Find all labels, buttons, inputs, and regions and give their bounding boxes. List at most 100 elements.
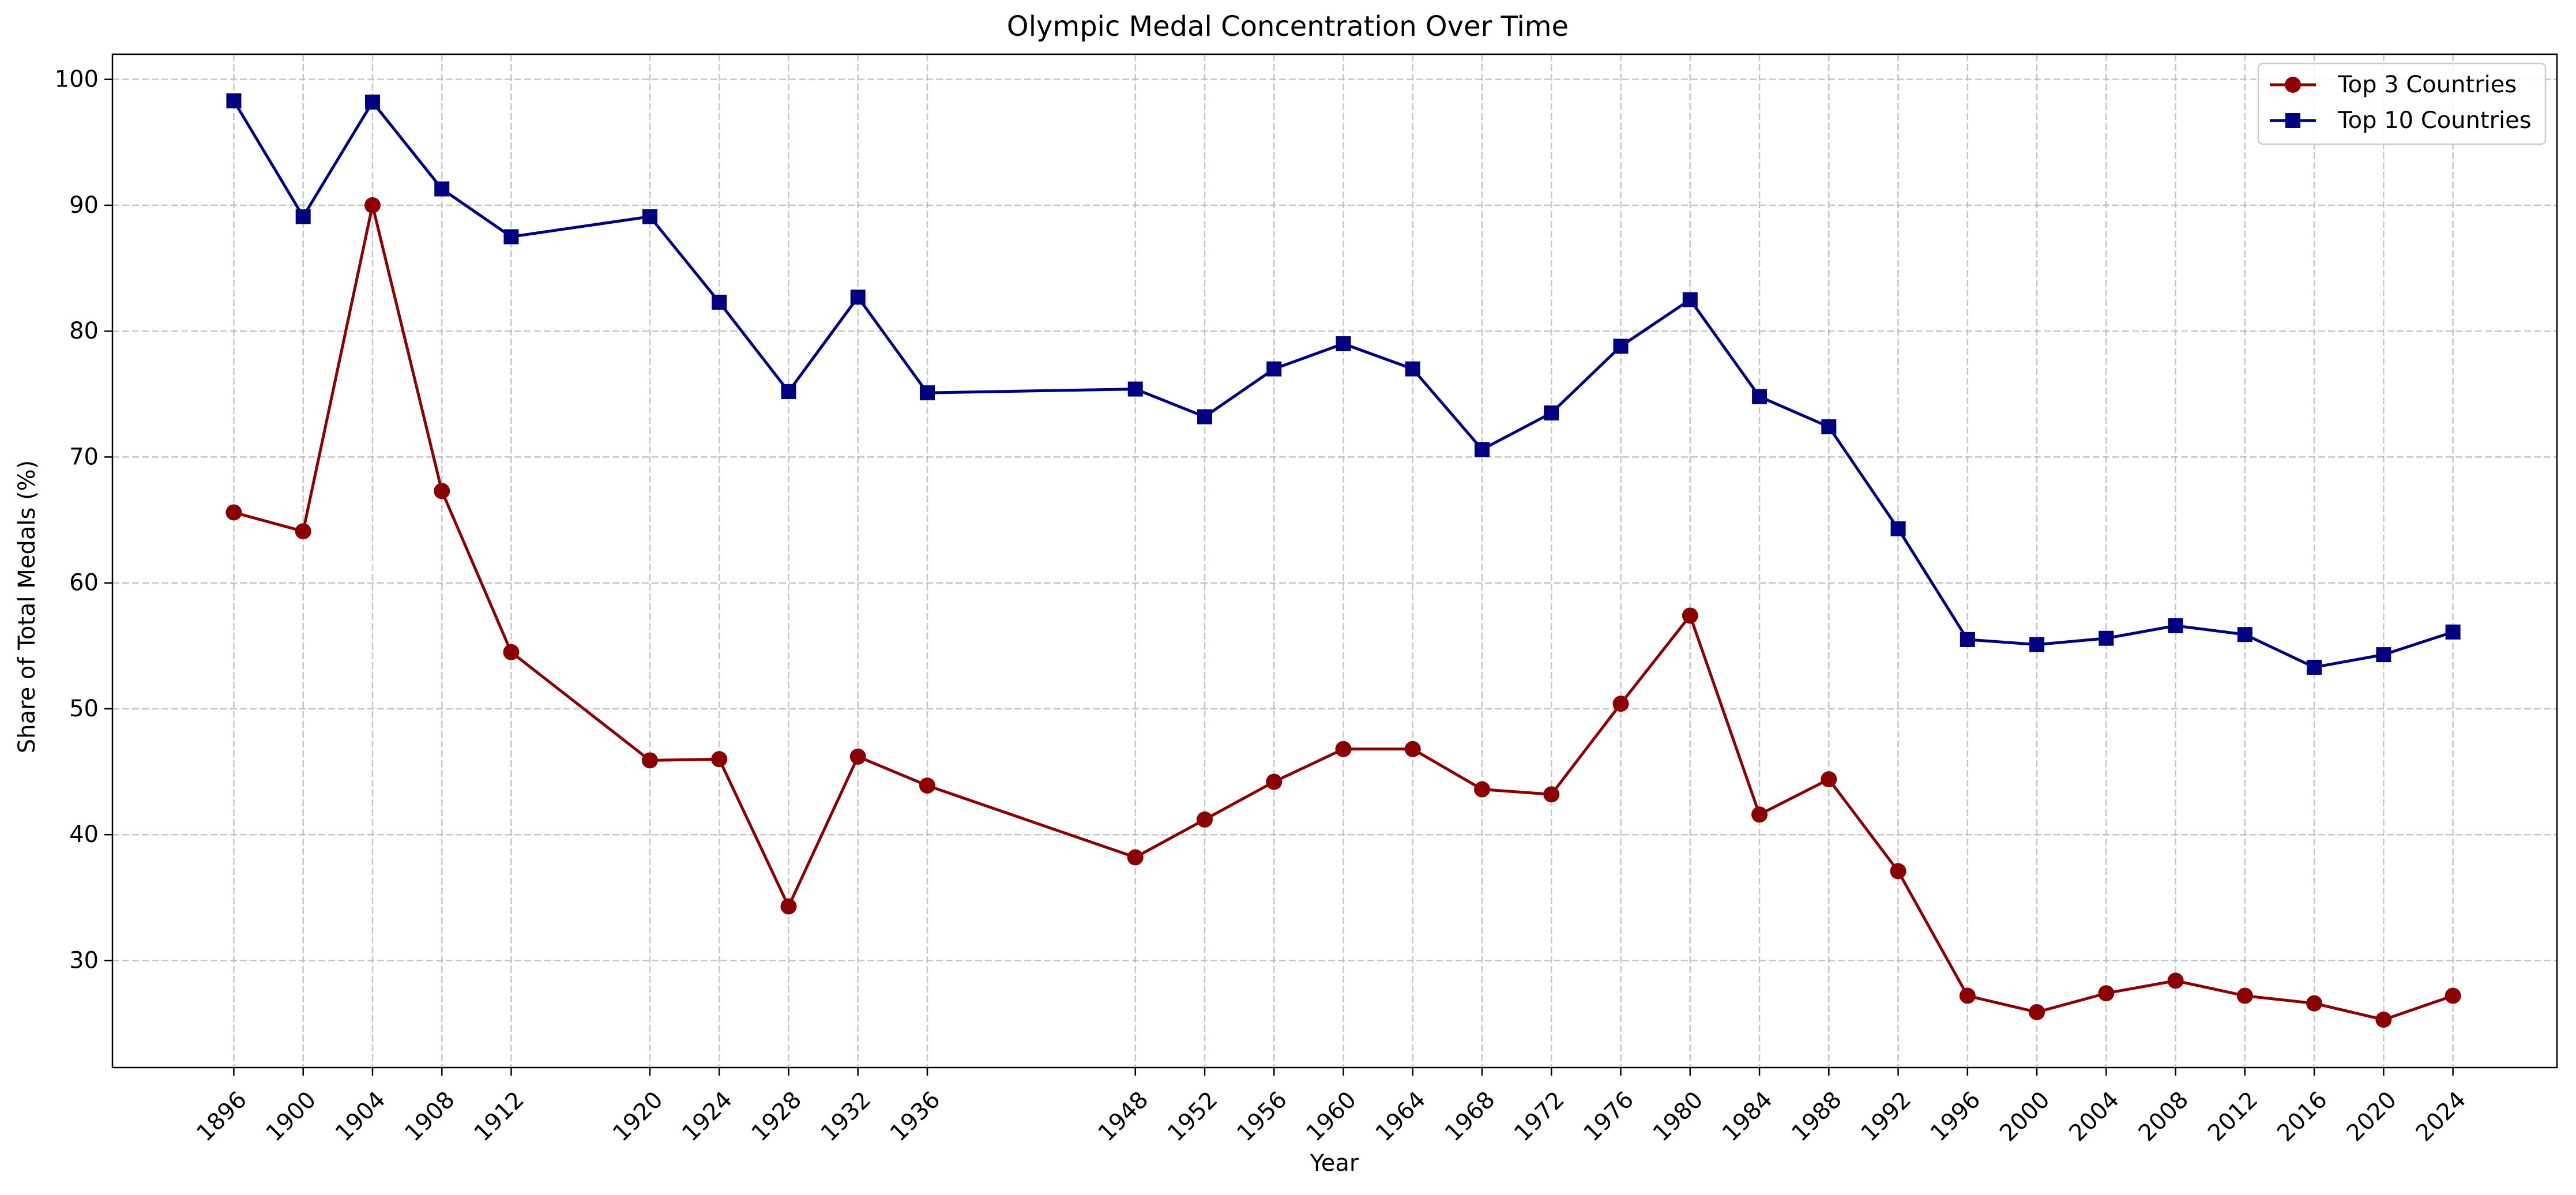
- x-tick-label: 1988: [1787, 1087, 1847, 1147]
- data-point: [1960, 632, 1975, 647]
- data-point: [850, 290, 866, 305]
- data-point: [1752, 389, 1768, 404]
- data-point: [364, 197, 381, 213]
- data-point: [1266, 773, 1283, 790]
- data-point: [1404, 741, 1421, 757]
- x-tick-label: 2012: [2203, 1087, 2263, 1147]
- data-point: [1821, 419, 1837, 435]
- data-point: [503, 229, 519, 245]
- data-point: [503, 644, 520, 660]
- data-point: [2029, 1004, 2045, 1020]
- data-point: [1821, 771, 1837, 788]
- data-point: [1335, 741, 1352, 757]
- x-tick-label: 2000: [1995, 1087, 2055, 1147]
- data-point: [1612, 696, 1629, 712]
- x-tick-label: 1960: [1302, 1087, 1362, 1147]
- x-tick-label: 1968: [1440, 1087, 1501, 1147]
- data-point: [295, 523, 311, 540]
- data-point: [2376, 647, 2391, 663]
- y-tick-label: 30: [69, 947, 99, 974]
- x-tick-label: 1948: [1093, 1087, 1154, 1147]
- legend: Top 3 Countries Top 10 Countries: [2257, 62, 2547, 145]
- x-tick-label: 1964: [1371, 1087, 1431, 1147]
- data-point: [1127, 381, 1143, 397]
- data-point: [1613, 339, 1629, 354]
- data-point: [711, 751, 728, 768]
- data-point: [2167, 972, 2184, 989]
- legend-marker: [2285, 77, 2301, 93]
- data-point: [849, 748, 866, 765]
- y-tick-label: 60: [69, 570, 99, 596]
- x-tick-label: 1984: [1717, 1087, 1778, 1147]
- data-point: [2375, 1012, 2392, 1028]
- grid: [112, 54, 2557, 1068]
- data-point: [2445, 624, 2461, 640]
- data-point: [780, 898, 797, 915]
- y-tick-label: 100: [55, 66, 99, 93]
- x-tick-label: 1952: [1163, 1087, 1223, 1147]
- y-tick-label: 70: [69, 444, 99, 470]
- x-tick-label: 1904: [330, 1087, 391, 1147]
- x-tick-label: 2008: [2134, 1087, 2194, 1147]
- data-point: [642, 209, 657, 224]
- data-point: [1544, 405, 1559, 421]
- x-tick-label: 1932: [816, 1087, 877, 1147]
- x-tick-label: 1996: [1926, 1087, 1986, 1147]
- data-point: [919, 777, 935, 794]
- y-axis-label: Share of Total Medals (%): [14, 460, 40, 753]
- x-tick-label: 2020: [2341, 1087, 2402, 1147]
- x-tick-label: 1924: [677, 1087, 738, 1147]
- y-tick-label: 80: [69, 318, 99, 344]
- x-tick-label: 1896: [191, 1087, 252, 1147]
- legend-box: [2257, 62, 2547, 145]
- data-point: [1474, 781, 1491, 798]
- series-top-3-countries: [225, 197, 2461, 1028]
- data-point: [295, 209, 311, 224]
- data-point: [1682, 292, 1698, 307]
- x-tick-label: 1912: [469, 1087, 529, 1147]
- data-point: [1890, 521, 1906, 536]
- data-point: [364, 94, 380, 110]
- data-point: [1197, 811, 1213, 828]
- series-top-10-countries: [226, 93, 2461, 675]
- x-tick-label: 1972: [1509, 1087, 1570, 1147]
- data-point: [2445, 987, 2461, 1004]
- x-tick-label: 2004: [2064, 1087, 2124, 1147]
- series-top-3-countries-line: [233, 204, 2454, 1021]
- data-point: [2098, 985, 2115, 1002]
- plot-frame: [111, 53, 2558, 1069]
- legend-label: Top 10 Countries: [2337, 107, 2532, 134]
- data-point: [225, 504, 242, 521]
- x-tick-label: 1992: [1856, 1087, 1917, 1147]
- data-point: [1682, 607, 1698, 624]
- x-tick-label: 1976: [1579, 1087, 1639, 1147]
- data-point: [1405, 361, 1420, 377]
- data-point: [781, 384, 796, 399]
- data-point: [2307, 659, 2322, 675]
- legend-label: Top 3 Countries: [2337, 72, 2517, 98]
- data-point: [1336, 336, 1351, 351]
- series-top-10-countries-line: [232, 100, 2454, 669]
- x-tick-label: 1980: [1648, 1087, 1709, 1147]
- data-point: [2236, 987, 2253, 1004]
- series-layer: [225, 93, 2461, 1028]
- data-point: [2237, 627, 2252, 642]
- y-tick-label: 90: [69, 192, 99, 219]
- x-tick-label: 2024: [2411, 1087, 2472, 1147]
- x-tick-label: 1908: [400, 1087, 460, 1147]
- x-tick-label: 1936: [885, 1087, 946, 1147]
- data-point: [226, 93, 242, 108]
- data-point: [1127, 849, 1144, 866]
- data-point: [2029, 637, 2045, 652]
- data-point: [2168, 618, 2183, 633]
- data-point: [1266, 361, 1282, 377]
- data-point: [641, 752, 658, 769]
- y-tick-label: 40: [69, 821, 99, 848]
- data-point: [1959, 987, 1976, 1004]
- data-point: [1543, 786, 1560, 803]
- data-point: [712, 294, 727, 310]
- x-tick-label: 1928: [747, 1087, 807, 1147]
- y-tick-label: 50: [69, 696, 99, 722]
